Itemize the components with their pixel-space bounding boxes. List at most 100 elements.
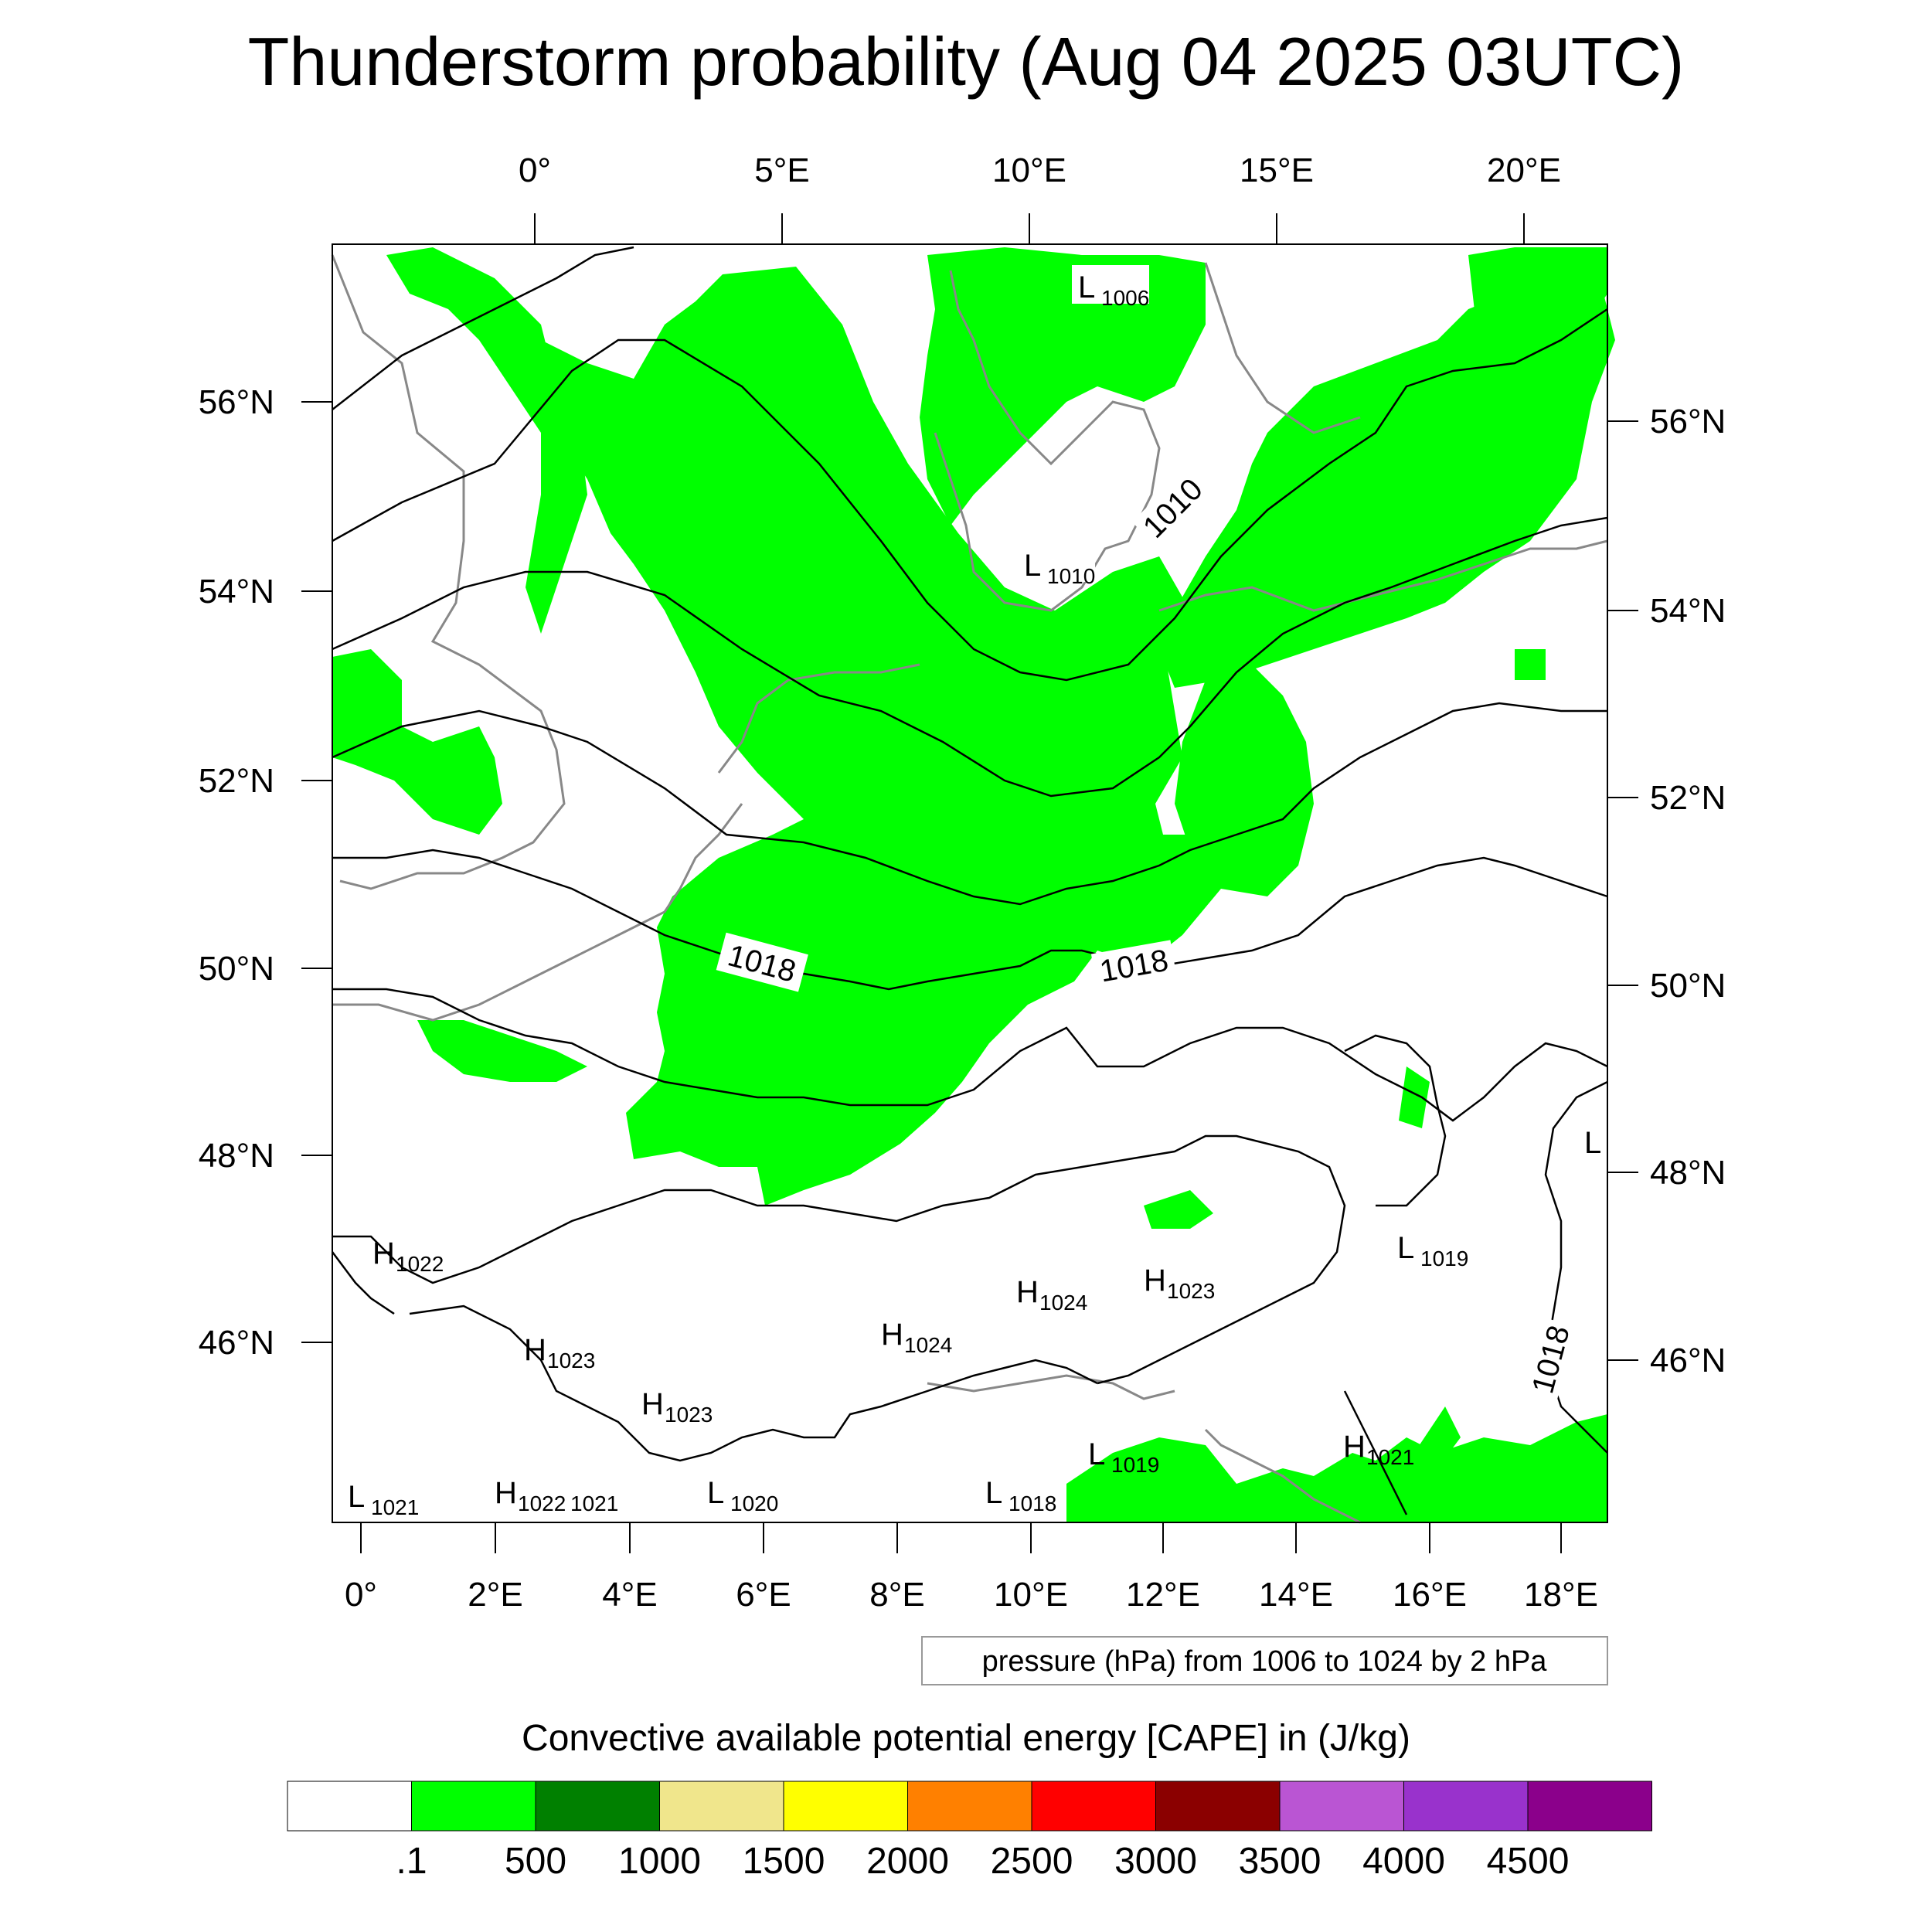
colorbar-label: 3000 <box>1114 1841 1197 1882</box>
pressure-center: 1021 <box>570 1492 618 1515</box>
colorbar-label: 1500 <box>743 1841 825 1882</box>
contour-info-box <box>921 1636 1608 1685</box>
pressure-center: H 1024 <box>1016 1275 1087 1315</box>
left-tick-56n: 56°N <box>199 383 274 421</box>
svg-text:L: L <box>1088 1437 1105 1471</box>
svg-text:1022: 1022 <box>396 1252 444 1276</box>
isobar-6 <box>332 988 1608 1122</box>
map-frame <box>332 243 1608 1523</box>
top-tick-20e: 20°E <box>1487 151 1561 189</box>
isobar-9 <box>1544 1080 1608 1454</box>
pressure-center: H 1021 <box>1343 1430 1414 1469</box>
colorbar-swatch <box>783 1781 908 1832</box>
svg-text:H: H <box>372 1236 395 1270</box>
right-tick-48n: 48°N <box>1650 1154 1726 1192</box>
cape-region-denmark <box>920 247 1206 526</box>
cape-region-poland <box>1175 665 1314 896</box>
isobar-5 <box>332 849 1608 991</box>
bottom-tick-16e: 16°E <box>1393 1576 1467 1614</box>
pressure-center: L 1021 <box>348 1480 419 1519</box>
right-tick-50n: 50°N <box>1650 967 1726 1005</box>
isobar-11 <box>332 1251 395 1315</box>
cape-region-south-alps <box>1066 1414 1607 1522</box>
cape-region-north-band <box>386 247 587 634</box>
svg-text:L: L <box>348 1480 365 1514</box>
bottom-tick-12e: 12°E <box>1126 1576 1200 1614</box>
cape-region-central <box>533 267 1221 1206</box>
svg-text:L: L <box>1397 1231 1414 1265</box>
isobar-label-1018-east: 1018 <box>1522 1317 1577 1401</box>
colorbar-label: 2000 <box>866 1841 949 1882</box>
colorbar-label: 4000 <box>1362 1841 1445 1882</box>
colorbar <box>287 1781 1652 1832</box>
right-tick-54n: 54°N <box>1650 592 1726 630</box>
colorbar-swatch <box>411 1781 536 1832</box>
isobar-1 <box>332 246 634 410</box>
top-tick-5e: 5°E <box>754 151 809 189</box>
pressure-center: L 1006 <box>1072 265 1149 310</box>
svg-text:1021: 1021 <box>570 1492 618 1515</box>
cape-field <box>332 247 1615 1522</box>
bottom-tick-8e: 8°E <box>869 1576 924 1614</box>
pressure-center: H 1022 <box>372 1236 444 1276</box>
isobar-10 <box>409 1304 1098 1462</box>
svg-text:H: H <box>495 1476 517 1510</box>
svg-text:1019: 1019 <box>1111 1453 1159 1477</box>
colorbar-labels: .1 500 1000 1500 2000 2500 3000 3500 4000 4500 <box>396 1841 1569 1882</box>
isobar-7 <box>332 1134 1346 1385</box>
bottom-tick-4e: 4°E <box>602 1576 657 1614</box>
colorbar-label: 2500 <box>991 1841 1073 1882</box>
svg-text:1024: 1024 <box>904 1333 952 1357</box>
bottom-tick-14e: 14°E <box>1259 1576 1333 1614</box>
colorbar-swatch <box>1031 1781 1156 1832</box>
figure-title: Thunderstorm probability (Aug 04 2025 03… <box>248 23 1685 100</box>
svg-text:1023: 1023 <box>547 1349 595 1372</box>
svg-text:1024: 1024 <box>1039 1291 1087 1315</box>
bottom-tick-18e: 18°E <box>1524 1576 1598 1614</box>
pressure-center: L 1019 <box>1088 1437 1159 1477</box>
isobar-8 <box>1344 1034 1447 1207</box>
colorbar-swatch <box>1155 1781 1281 1832</box>
svg-text:H: H <box>1144 1264 1166 1298</box>
pressure-center: H 1024 <box>881 1318 952 1357</box>
pressure-center: L 1018 <box>985 1476 1056 1515</box>
coast-england <box>331 254 566 890</box>
coast-denmark <box>934 270 1161 612</box>
svg-text:H: H <box>524 1333 546 1367</box>
cape-region-east-england <box>332 649 502 835</box>
cape-region-east-slice <box>1414 1406 1461 1468</box>
left-tick-46n: 46°N <box>199 1324 274 1362</box>
coast-sweden <box>1204 262 1361 434</box>
right-tick-46n: 46°N <box>1650 1342 1726 1379</box>
isobar-3 <box>332 516 1608 798</box>
cape-region-misc-1 <box>1399 1066 1430 1128</box>
svg-text:H: H <box>1343 1430 1366 1464</box>
pressure-center: H 1023 <box>1144 1264 1215 1303</box>
pressure-center: H 1023 <box>524 1333 595 1372</box>
colorbar-swatch <box>659 1781 784 1832</box>
pressure-center: H 1022 <box>495 1476 566 1515</box>
cape-region-channel <box>417 1020 587 1082</box>
svg-text:1020: 1020 <box>730 1492 778 1515</box>
border-italy <box>927 1374 1175 1400</box>
svg-text:1023: 1023 <box>665 1403 713 1427</box>
left-tick-48n: 48°N <box>199 1137 274 1175</box>
svg-text:1006: 1006 <box>1101 286 1149 310</box>
svg-text:L: L <box>707 1476 724 1510</box>
bottom-tick-6e: 6°E <box>736 1576 791 1614</box>
top-tick-10e: 10°E <box>992 151 1066 189</box>
left-tick-52n: 52°N <box>199 762 274 800</box>
pressure-center: L <box>1584 1126 1601 1160</box>
cape-region-misc-3 <box>1515 649 1546 680</box>
coast-netherlands <box>717 663 920 774</box>
left-tick-50n: 50°N <box>199 950 274 988</box>
right-tick-52n: 52°N <box>1650 779 1726 817</box>
colorbar-swatch <box>535 1781 660 1832</box>
svg-text:1010: 1010 <box>1047 564 1095 588</box>
top-tick-0: 0° <box>519 151 551 189</box>
isobar-12 <box>1343 1390 1408 1515</box>
colorbar-label: 500 <box>505 1841 566 1882</box>
svg-text:L: L <box>1078 270 1095 304</box>
isobar-2 <box>332 308 1608 682</box>
svg-text:L: L <box>985 1476 1002 1510</box>
